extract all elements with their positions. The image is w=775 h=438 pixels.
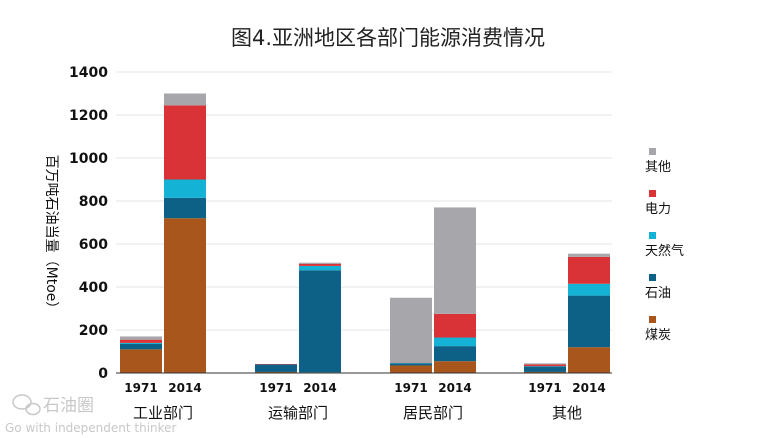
- bar-segment: [434, 207, 476, 314]
- x-group-label: 工业部门: [133, 404, 193, 422]
- bar-segment: [434, 346, 476, 362]
- legend-swatch: [649, 316, 656, 323]
- x-year-label: 1971: [394, 381, 427, 395]
- bar-segment: [568, 256, 610, 284]
- watermark-brand: 石油圈: [43, 396, 94, 416]
- x-year-label: 1971: [124, 381, 157, 395]
- bar-segment: [568, 283, 610, 296]
- legend-swatch: [649, 148, 656, 155]
- x-year-label: 1971: [528, 381, 561, 395]
- x-year-label: 1971: [259, 381, 292, 395]
- y-tick-label: 800: [79, 194, 108, 210]
- legend-label: 石油: [645, 286, 671, 301]
- bar-segment: [299, 262, 341, 264]
- y-tick-label: 1200: [69, 108, 108, 124]
- y-axis-ticks: 0 200 400 600 800 1000 1200 1400: [69, 65, 108, 382]
- legend-label: 其他: [645, 160, 671, 175]
- bar-segment: [299, 270, 341, 373]
- bar-segment: [568, 253, 610, 257]
- y-tick-label: 200: [79, 323, 108, 339]
- bar-segment: [164, 105, 206, 180]
- bar-segment: [255, 371, 297, 373]
- y-tick-label: 400: [79, 280, 108, 296]
- bar-segment: [390, 362, 432, 364]
- bar-segment: [390, 297, 432, 363]
- bar-segment: [120, 342, 162, 344]
- legend-swatch: [649, 190, 656, 197]
- y-tick-label: 1400: [69, 65, 108, 81]
- x-axis-labels: 1971 2014 工业部门 1971 2014 运输部门 1971 2014 居民部门 1971…: [124, 381, 605, 422]
- x-year-label: 2014: [572, 381, 605, 395]
- y-tick-label: 0: [98, 366, 108, 382]
- legend-swatch: [649, 232, 656, 239]
- legend-label: 电力: [645, 202, 671, 217]
- bar-segment: [524, 366, 566, 372]
- x-year-label: 2014: [168, 381, 201, 395]
- bar-segment: [299, 265, 341, 271]
- chart-title: 图4.亚洲地区各部门能源消费情况: [231, 26, 545, 50]
- bar-segment: [255, 364, 297, 372]
- wechat-icon: [12, 394, 41, 416]
- bar-segment: [524, 363, 566, 365]
- x-year-label: 2014: [438, 381, 471, 395]
- watermark: 石油圈 Go with independent thinker: [5, 394, 177, 435]
- bar-segment: [299, 263, 341, 266]
- bar-segment: [568, 295, 610, 348]
- bar-segment: [164, 218, 206, 373]
- bar-segment: [120, 349, 162, 373]
- bars: [120, 93, 610, 373]
- legend-label: 煤炭: [645, 328, 671, 343]
- bar-segment: [120, 336, 162, 340]
- x-group-label: 居民部门: [403, 404, 463, 422]
- bar-segment: [568, 347, 610, 373]
- bar-segment: [434, 337, 476, 347]
- watermark-slogan: Go with independent thinker: [5, 421, 177, 435]
- bar-segment: [524, 364, 566, 367]
- x-year-label: 2014: [303, 381, 336, 395]
- y-tick-label: 1000: [69, 151, 108, 167]
- bar-segment: [120, 339, 162, 343]
- bar-segment: [434, 361, 476, 373]
- bar-segment: [434, 313, 476, 338]
- y-axis-label: 百万吨石油当量（Mtoe）: [43, 155, 59, 316]
- legend-swatch: [649, 274, 656, 281]
- x-group-label: 其他: [552, 404, 582, 422]
- x-group-label: 运输部门: [268, 404, 328, 422]
- bar-segment: [164, 93, 206, 106]
- bar-segment: [390, 365, 432, 373]
- bar-segment: [164, 197, 206, 219]
- y-tick-label: 600: [79, 237, 108, 253]
- bar-segment: [524, 371, 566, 373]
- bar-segment: [164, 179, 206, 198]
- bar-segment: [120, 343, 162, 350]
- bar-segment: [390, 363, 432, 366]
- legend-label: 天然气: [645, 243, 684, 259]
